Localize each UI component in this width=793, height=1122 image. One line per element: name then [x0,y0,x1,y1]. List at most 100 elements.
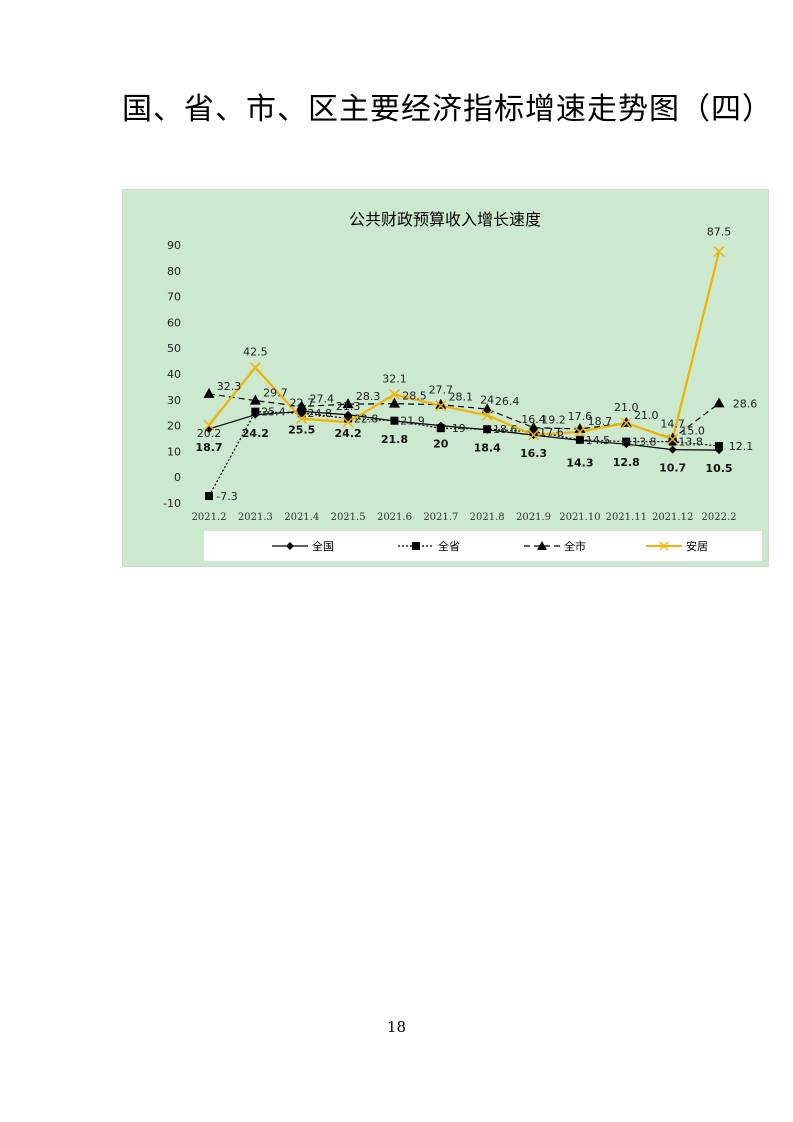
data-point-3 [574,426,586,438]
y-tick-label: 40 [167,368,181,381]
chart-legend: 全国 全省 全市 安居 [204,531,762,561]
y-tick-label: 90 [167,239,181,252]
data-label-0: 12.8 [613,456,640,469]
data-label-1: 24.8 [307,407,332,420]
data-label-2: 19.2 [541,414,566,427]
data-label-1: 13.8 [678,436,703,449]
data-label-0: 20 [433,438,449,451]
data-point-1 [575,435,584,444]
y-tick-label: 60 [167,316,181,329]
legend-item: 全国 [270,531,334,561]
data-point-3 [713,245,725,257]
legend-label: 全国 [312,540,334,553]
data-label-2: 28.1 [449,391,474,404]
x-tick-label: 2021.5 [331,512,366,523]
data-label-0: 10.7 [659,462,686,475]
data-label-3: 24 [480,393,494,406]
data-label-2: 27.4 [309,393,334,406]
data-point-3 [667,433,679,445]
data-label-0: 21.8 [381,433,408,446]
legend-swatch-1 [398,542,434,550]
y-tick-label: 50 [167,342,181,355]
data-label-1: 19 [452,422,466,435]
series-line-3 [208,251,721,441]
chart-title: 公共财政预算收入增长速度 [349,210,541,229]
data-point-2 [203,387,215,398]
data-point-3 [620,417,632,429]
data-point-3 [528,429,540,441]
data-label-1: 12.1 [729,440,754,453]
data-point-2 [249,394,261,405]
data-point-1 [344,414,353,423]
y-tick-label: 30 [167,394,181,407]
data-point-2 [574,422,586,433]
data-point-0 [668,445,677,454]
data-point-2 [296,400,308,411]
data-label-1: 14.5 [586,434,611,447]
data-label-2: 18.7 [588,415,613,428]
chart-svg: 公共财政预算收入增长速度 90 80 70 60 50 40 30 20 10 0 -10 2021.2… [163,210,758,523]
x-tick-label: 2021.7 [423,512,458,523]
data-label-3: 87.5 [707,225,732,238]
data-label-2: 21.0 [634,409,659,422]
data-point-1 [529,427,538,436]
legend-item: 全省 [396,531,460,561]
x-tick-label: 2021.11 [606,512,647,523]
data-point-2 [528,421,540,432]
legend-label: 全市 [564,540,586,553]
data-point-3 [249,362,261,374]
y-tick-label: 70 [167,291,181,304]
data-label-0: 16.3 [520,447,547,460]
data-point-1 [483,425,492,434]
series-line-1 [208,411,720,497]
data-point-1 [297,409,306,418]
x-tick-label: 2021.8 [470,512,505,523]
page-title: 国、省、市、区主要经济指标增速走势图（四） [122,92,773,127]
data-label-0: 25.5 [288,423,315,436]
data-point-2 [481,403,493,414]
x-tick-label: 2021.10 [559,512,600,523]
data-point-3 [342,416,354,428]
data-label-1: 25.4 [261,406,286,419]
data-label-2: 29.7 [263,387,288,400]
data-point-2 [667,432,679,443]
data-label-3: 32.1 [382,372,407,385]
data-point-3 [435,400,447,412]
data-label-2: 28.6 [733,397,758,410]
data-label-2: 32.3 [217,380,242,393]
data-label-3: 16.4 [521,413,546,426]
legend-item: 安居 [644,531,708,561]
data-label-1: 17.6 [539,426,564,439]
data-label-1: 22.8 [354,412,379,425]
x-tick-label: 2021.3 [238,512,273,523]
legend-item: 全市 [522,531,586,561]
data-point-1 [205,492,213,501]
x-tick-label: 2022.2 [702,512,737,523]
data-label-3: 14.7 [660,417,685,430]
data-point-0 [205,424,213,433]
data-label-3: 21.0 [614,401,639,414]
data-point-3 [296,413,308,425]
legend-label: 全省 [438,540,460,553]
data-point-1 [715,441,723,450]
x-tick-label: 2021.2 [192,512,227,523]
legend-swatch-3 [646,541,682,551]
data-label-1: 21.9 [400,415,425,428]
data-label-1: -7.3 [216,490,237,503]
data-point-1 [390,416,399,425]
data-point-3 [203,419,215,431]
y-tick-label: 20 [167,420,181,433]
data-point-3 [481,409,493,421]
data-label-1: 13.8 [632,436,657,449]
legend-swatch-2 [524,541,560,550]
data-label-0: 18.4 [474,442,501,455]
data-point-1 [622,437,631,446]
data-point-1 [436,424,445,433]
data-label-3: 42.5 [243,346,268,359]
series-line-0 [208,410,720,451]
data-label-3: 21.3 [336,400,361,413]
chart-area: 公共财政预算收入增长速度 90 80 70 60 50 40 30 20 10 0 -10 2021.2… [122,189,769,567]
data-label-2: 26.4 [495,395,520,408]
data-label-2: 15.0 [680,425,705,438]
page-number: 18 [386,1018,407,1036]
